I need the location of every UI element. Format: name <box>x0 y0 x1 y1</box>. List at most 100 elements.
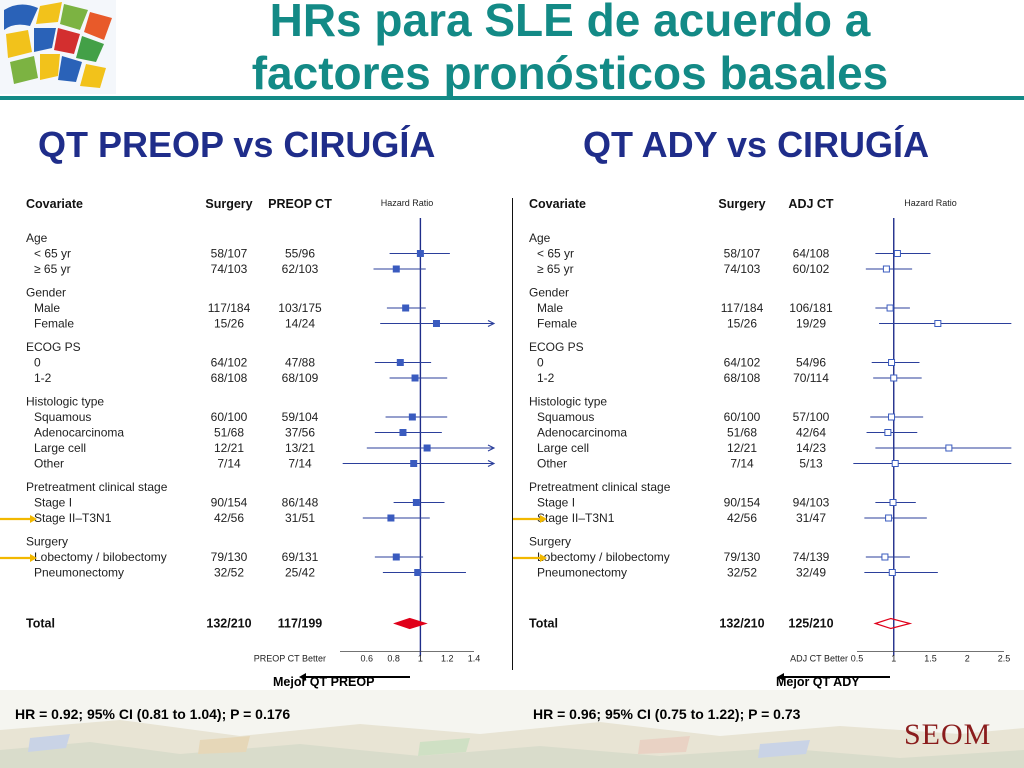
left-subtitle: QT PREOP vs CIRUGÍA <box>38 124 436 165</box>
row-label: Squamous <box>34 410 91 424</box>
left-forest-plot: Covariate Surgery PREOP CT Hazard Ratio Age <… <box>0 180 512 680</box>
surgery-events: 64/102 <box>724 356 761 370</box>
arm-events: 13/21 <box>285 441 315 455</box>
x-tick-label: 2 <box>965 654 970 664</box>
row-label: Other <box>34 457 64 471</box>
arm-events: 106/181 <box>789 301 833 315</box>
hr-marker <box>402 304 410 312</box>
surgery-events: 68/108 <box>211 371 248 385</box>
row-label: Stage II–T3N1 <box>34 511 112 525</box>
congress-logo <box>0 0 116 94</box>
row-label: Large cell <box>34 441 86 455</box>
hr-marker <box>392 265 400 273</box>
right-forest-plot: Covariate Surgery ADJ CT Hazard Ratio Age < 6… <box>512 180 1024 680</box>
group-label: Histologic type <box>26 395 104 409</box>
ci-arrow <box>487 444 496 452</box>
row-label: Squamous <box>537 410 594 424</box>
arm-events: 55/96 <box>285 247 315 261</box>
surgery-events: 32/52 <box>214 566 244 580</box>
surgery-events: 15/26 <box>727 317 757 331</box>
surgery-events: 79/130 <box>211 550 248 564</box>
total-label: Total <box>26 617 55 631</box>
x-tick-label: 1.4 <box>468 654 481 664</box>
surgery-events: 7/14 <box>217 457 241 471</box>
surgery-events: 117/184 <box>721 301 764 315</box>
title-line-1: HRs para SLE de acuerdo a <box>269 0 871 46</box>
better-label: PREOP CT Better <box>254 654 326 664</box>
left-hr-summary: HR = 0.92; 95% CI (0.81 to 1.04); P = 0.… <box>15 706 291 722</box>
row-label: 1-2 <box>34 371 52 385</box>
row-label: Large cell <box>537 441 589 455</box>
arm-events: 59/104 <box>282 410 319 424</box>
surgery-events: 58/107 <box>724 247 761 261</box>
page-title: HRs para SLE de acuerdo a factores pronó… <box>130 0 1010 100</box>
title-line-2: factores pronósticos basales <box>251 47 889 99</box>
arm-header: ADJ CT <box>788 197 834 211</box>
surgery-header: Surgery <box>718 197 765 211</box>
hr-marker <box>945 444 953 452</box>
hr-marker <box>891 460 899 467</box>
surgery-events: 32/52 <box>727 566 757 580</box>
surgery-events: 60/100 <box>724 410 761 424</box>
arm-events: 64/108 <box>793 247 830 261</box>
row-label: Female <box>537 317 577 331</box>
hr-marker <box>387 514 395 522</box>
arm-events: 62/103 <box>282 262 319 276</box>
hr-marker <box>414 569 422 576</box>
row-label: Stage II–T3N1 <box>537 511 615 525</box>
right-forest-plot-svg: Covariate Surgery ADJ CT Hazard Ratio Age < 6… <box>512 197 1012 680</box>
arm-events: 7/14 <box>288 457 312 471</box>
hr-marker <box>423 444 431 452</box>
highlight-arrowhead <box>540 515 547 523</box>
hr-marker <box>408 413 416 421</box>
x-tick-label: 1 <box>891 654 896 664</box>
x-tick-label: 0.8 <box>387 654 400 664</box>
group-label: Surgery <box>26 535 68 549</box>
row-label: 0 <box>34 356 41 370</box>
highlight-arrowhead <box>30 554 37 562</box>
covariate-header: Covariate <box>529 197 586 211</box>
hazard-ratio-header: Hazard Ratio <box>381 198 434 208</box>
x-tick-label: 1 <box>418 654 423 664</box>
surgery-events: 51/68 <box>214 426 244 440</box>
row-label: Stage I <box>34 496 72 510</box>
surgery-events: 60/100 <box>211 410 248 424</box>
row-label: Adenocarcinoma <box>34 426 124 440</box>
arm-events: 60/102 <box>793 262 830 276</box>
mejor-arrowhead <box>777 673 784 680</box>
surgery-events: 12/21 <box>727 441 757 455</box>
left-mejor-label: Mejor QT PREOP <box>273 675 375 689</box>
hr-marker <box>882 265 890 273</box>
right-subtitle: QT ADY vs CIRUGÍA <box>583 124 930 165</box>
hr-marker <box>411 374 419 382</box>
ci-arrow <box>487 460 496 467</box>
surgery-events: 68/108 <box>724 371 761 385</box>
surgery-header: Surgery <box>205 197 252 211</box>
row-label: Pneumonectomy <box>34 566 124 580</box>
arm-events: 74/139 <box>793 550 830 564</box>
group-label: Surgery <box>529 535 571 549</box>
surgery-events: 74/103 <box>211 262 248 276</box>
hr-marker <box>410 460 418 467</box>
arm-header: PREOP CT <box>268 197 332 211</box>
arm-events: 31/51 <box>285 511 315 525</box>
surgery-events: 90/154 <box>211 496 248 510</box>
arm-events: 42/64 <box>796 426 826 440</box>
covariate-header: Covariate <box>26 197 83 211</box>
row-label: Male <box>34 301 60 315</box>
group-label: Pretreatment clinical stage <box>529 480 671 494</box>
arm-events: 125/210 <box>788 617 833 631</box>
hr-marker <box>889 499 897 506</box>
row-label: Adenocarcinoma <box>537 426 627 440</box>
highlight-arrowhead <box>540 554 547 562</box>
row-label: < 65 yr <box>34 247 71 261</box>
hr-marker <box>885 514 893 522</box>
x-tick-label: 0.5 <box>851 654 864 664</box>
surgery-events: 79/130 <box>724 550 761 564</box>
arm-events: 103/175 <box>278 301 322 315</box>
arm-events: 94/103 <box>793 496 830 510</box>
arm-events: 31/47 <box>796 511 826 525</box>
hr-marker <box>399 429 407 436</box>
hr-marker <box>934 320 942 327</box>
arm-events: 86/148 <box>282 496 319 510</box>
